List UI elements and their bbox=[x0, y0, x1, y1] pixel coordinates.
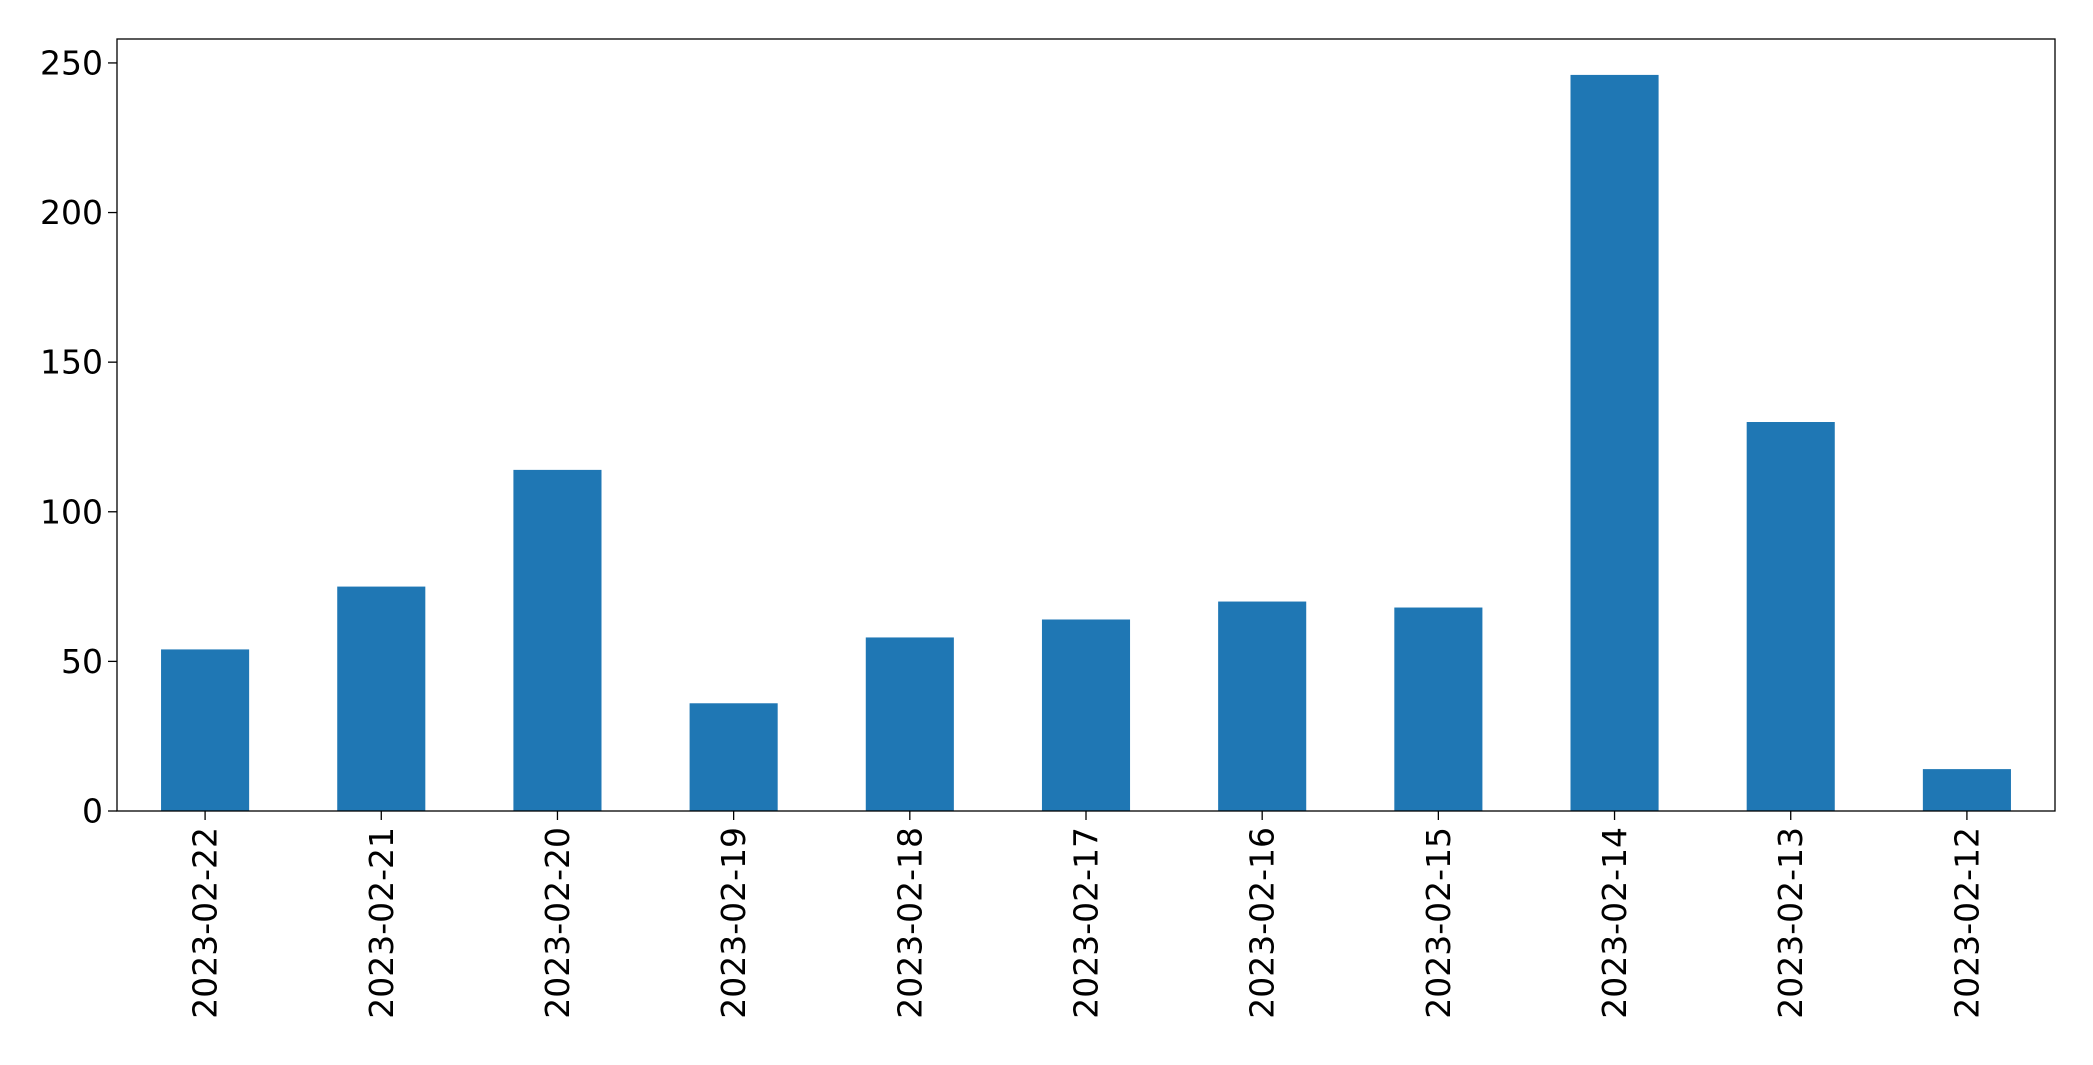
x-tick-label: 2023-02-12 bbox=[1947, 827, 1986, 1019]
bar-2023-02-16 bbox=[1218, 601, 1307, 811]
x-tick-label: 2023-02-19 bbox=[714, 827, 753, 1019]
x-tick-label: 2023-02-18 bbox=[890, 827, 929, 1019]
y-tick-label: 200 bbox=[40, 193, 103, 232]
x-axis: 2023-02-22 2023-02-21 2023-02-20 2023-02-19… bbox=[186, 811, 1986, 1019]
x-tick-label: 2023-02-17 bbox=[1067, 827, 1106, 1019]
bar-2023-02-14 bbox=[1570, 74, 1659, 811]
x-tick-label: 2023-02-22 bbox=[186, 827, 225, 1019]
y-tick-label: 50 bbox=[61, 642, 103, 681]
bar-2023-02-19 bbox=[689, 703, 778, 811]
x-tick-label: 2023-02-21 bbox=[362, 827, 401, 1019]
bar-2023-02-22 bbox=[161, 649, 250, 811]
bar-2023-02-17 bbox=[1041, 619, 1131, 811]
x-tick-label: 2023-02-14 bbox=[1595, 827, 1634, 1019]
y-tick-label: 250 bbox=[40, 43, 103, 82]
bar-2023-02-13 bbox=[1746, 422, 1835, 811]
x-tick-label: 2023-02-15 bbox=[1419, 827, 1458, 1019]
plot-frame bbox=[116, 38, 2056, 812]
bars-layer bbox=[161, 74, 2011, 811]
bar-2023-02-20 bbox=[513, 469, 602, 811]
x-tick-label: 2023-02-20 bbox=[538, 827, 577, 1019]
bar-2023-02-21 bbox=[337, 586, 426, 811]
bar-2023-02-12 bbox=[1922, 769, 2011, 811]
bar-2023-02-18 bbox=[865, 637, 954, 811]
x-tick-label: 2023-02-13 bbox=[1771, 827, 1810, 1019]
bar-2023-02-15 bbox=[1394, 607, 1483, 811]
y-tick-label: 150 bbox=[40, 343, 103, 382]
y-tick-label: 0 bbox=[82, 792, 103, 831]
y-axis: 0 50 100 150 200 250 bbox=[40, 43, 117, 831]
x-tick-label: 2023-02-16 bbox=[1243, 827, 1282, 1019]
y-tick-label: 100 bbox=[40, 492, 103, 531]
